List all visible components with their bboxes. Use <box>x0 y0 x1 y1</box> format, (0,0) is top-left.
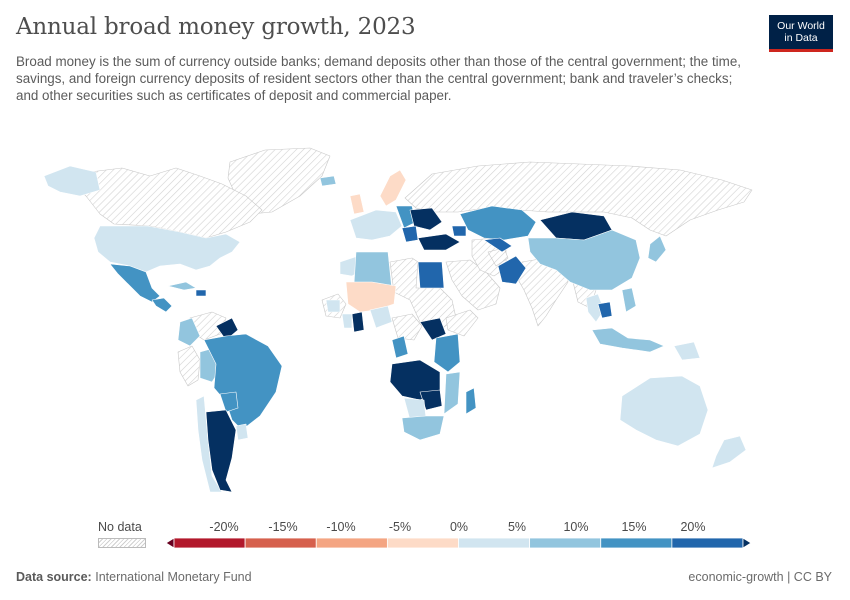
region-indonesia[interactable] <box>591 327 665 353</box>
region-vietnam-cambodia[interactable] <box>597 301 613 319</box>
region-western-europe[interactable] <box>349 209 403 241</box>
region-mozambique[interactable] <box>443 371 461 415</box>
legend-bin[interactable] <box>315 537 388 549</box>
region-usa[interactable] <box>93 225 241 273</box>
region-south-sudan-ethiopia[interactable] <box>419 317 447 341</box>
region-pakistan[interactable] <box>497 255 527 285</box>
legend-bin[interactable] <box>529 537 602 549</box>
region-uk[interactable] <box>349 193 365 215</box>
region-uzbekistan-area[interactable] <box>483 237 513 253</box>
data-source-link[interactable]: International Monetary Fund <box>95 570 252 584</box>
region-mexico[interactable] <box>109 263 161 303</box>
region-turkey[interactable] <box>417 233 461 251</box>
region-central-america[interactable] <box>151 297 173 313</box>
legend-color-scale[interactable] <box>0 512 850 562</box>
chart-title: Annual broad money growth, 2023 <box>16 14 416 40</box>
region-uruguay[interactable] <box>235 423 249 441</box>
region-iceland[interactable] <box>319 175 337 187</box>
region-madagascar[interactable] <box>465 387 477 415</box>
legend-tick: -20% <box>209 520 239 534</box>
legend-tick: 0% <box>449 520 469 534</box>
legend-bin[interactable] <box>600 537 673 549</box>
legend-tick: 20% <box>680 520 706 534</box>
region-canada[interactable] <box>71 167 263 239</box>
world-map[interactable] <box>0 138 850 508</box>
logo-line-2: in Data <box>784 32 818 44</box>
region-thailand-area[interactable] <box>585 293 605 323</box>
legend-no-data-swatch[interactable] <box>98 538 146 548</box>
region-gabon-congo[interactable] <box>391 335 409 359</box>
region-somalia-ethiopia[interactable] <box>445 309 479 337</box>
region-nigeria[interactable] <box>369 305 393 329</box>
region-peru[interactable] <box>177 345 201 387</box>
data-source-label: Data source: <box>16 570 92 584</box>
region-senegal-area[interactable] <box>325 299 341 313</box>
legend-bin[interactable] <box>742 537 752 549</box>
legend-tick: -15% <box>268 520 298 534</box>
chart-subtitle: Broad money is the sum of currency outsi… <box>16 54 741 103</box>
region-philippines[interactable] <box>621 287 637 313</box>
region-china[interactable] <box>527 229 641 291</box>
region-ivory-coast[interactable] <box>341 313 353 329</box>
region-caucasus[interactable] <box>451 225 467 237</box>
legend-tick: 5% <box>507 520 527 534</box>
region-paraguay[interactable] <box>219 391 239 413</box>
region-central-africa[interactable] <box>391 313 423 341</box>
legend-bin[interactable] <box>165 537 175 549</box>
region-australia[interactable] <box>619 375 709 447</box>
legend-tick: 15% <box>621 520 647 534</box>
legend-bin[interactable] <box>671 537 744 549</box>
region-balkans[interactable] <box>401 225 419 243</box>
legend-bin[interactable] <box>173 537 246 549</box>
region-argentina[interactable] <box>205 409 237 493</box>
map-legend: No data -20% -15% -10% -5% 0% 5% 10% 15%… <box>0 512 850 562</box>
region-new-zealand[interactable] <box>711 435 747 469</box>
region-papua[interactable] <box>673 341 701 361</box>
owid-logo[interactable]: Our World in Data <box>769 15 833 52</box>
region-norway-sweden[interactable] <box>379 169 407 207</box>
logo-line-1: Our World <box>777 20 825 32</box>
region-japan-korea[interactable] <box>647 235 667 263</box>
legend-bin[interactable] <box>458 537 531 549</box>
region-chile[interactable] <box>195 395 223 493</box>
legend-bin[interactable] <box>386 537 459 549</box>
legend-tick: -5% <box>388 520 412 534</box>
legend-bin[interactable] <box>244 537 317 549</box>
legend-no-data-label: No data <box>98 520 142 534</box>
region-ghana[interactable] <box>351 311 365 333</box>
region-egypt[interactable] <box>417 261 445 289</box>
footer-credit[interactable]: economic-growth | CC BY <box>688 570 832 584</box>
region-kenya-tanzania[interactable] <box>433 333 461 373</box>
region-dominican-rep[interactable] <box>195 289 207 297</box>
data-source: Data source: International Monetary Fund <box>16 570 252 584</box>
region-alaska[interactable] <box>43 165 101 197</box>
region-kazakhstan[interactable] <box>459 205 537 241</box>
region-guianas[interactable] <box>215 317 239 341</box>
region-arabia[interactable] <box>445 259 501 311</box>
region-ecuador-colombia[interactable] <box>177 317 201 347</box>
legend-tick: 10% <box>563 520 589 534</box>
legend-tick: -10% <box>326 520 356 534</box>
region-cuba-caribbean[interactable] <box>167 281 197 291</box>
region-brazil[interactable] <box>203 333 283 431</box>
region-ukraine[interactable] <box>409 207 443 231</box>
region-libya-sudan[interactable] <box>389 257 457 331</box>
region-south-africa[interactable] <box>401 415 445 441</box>
